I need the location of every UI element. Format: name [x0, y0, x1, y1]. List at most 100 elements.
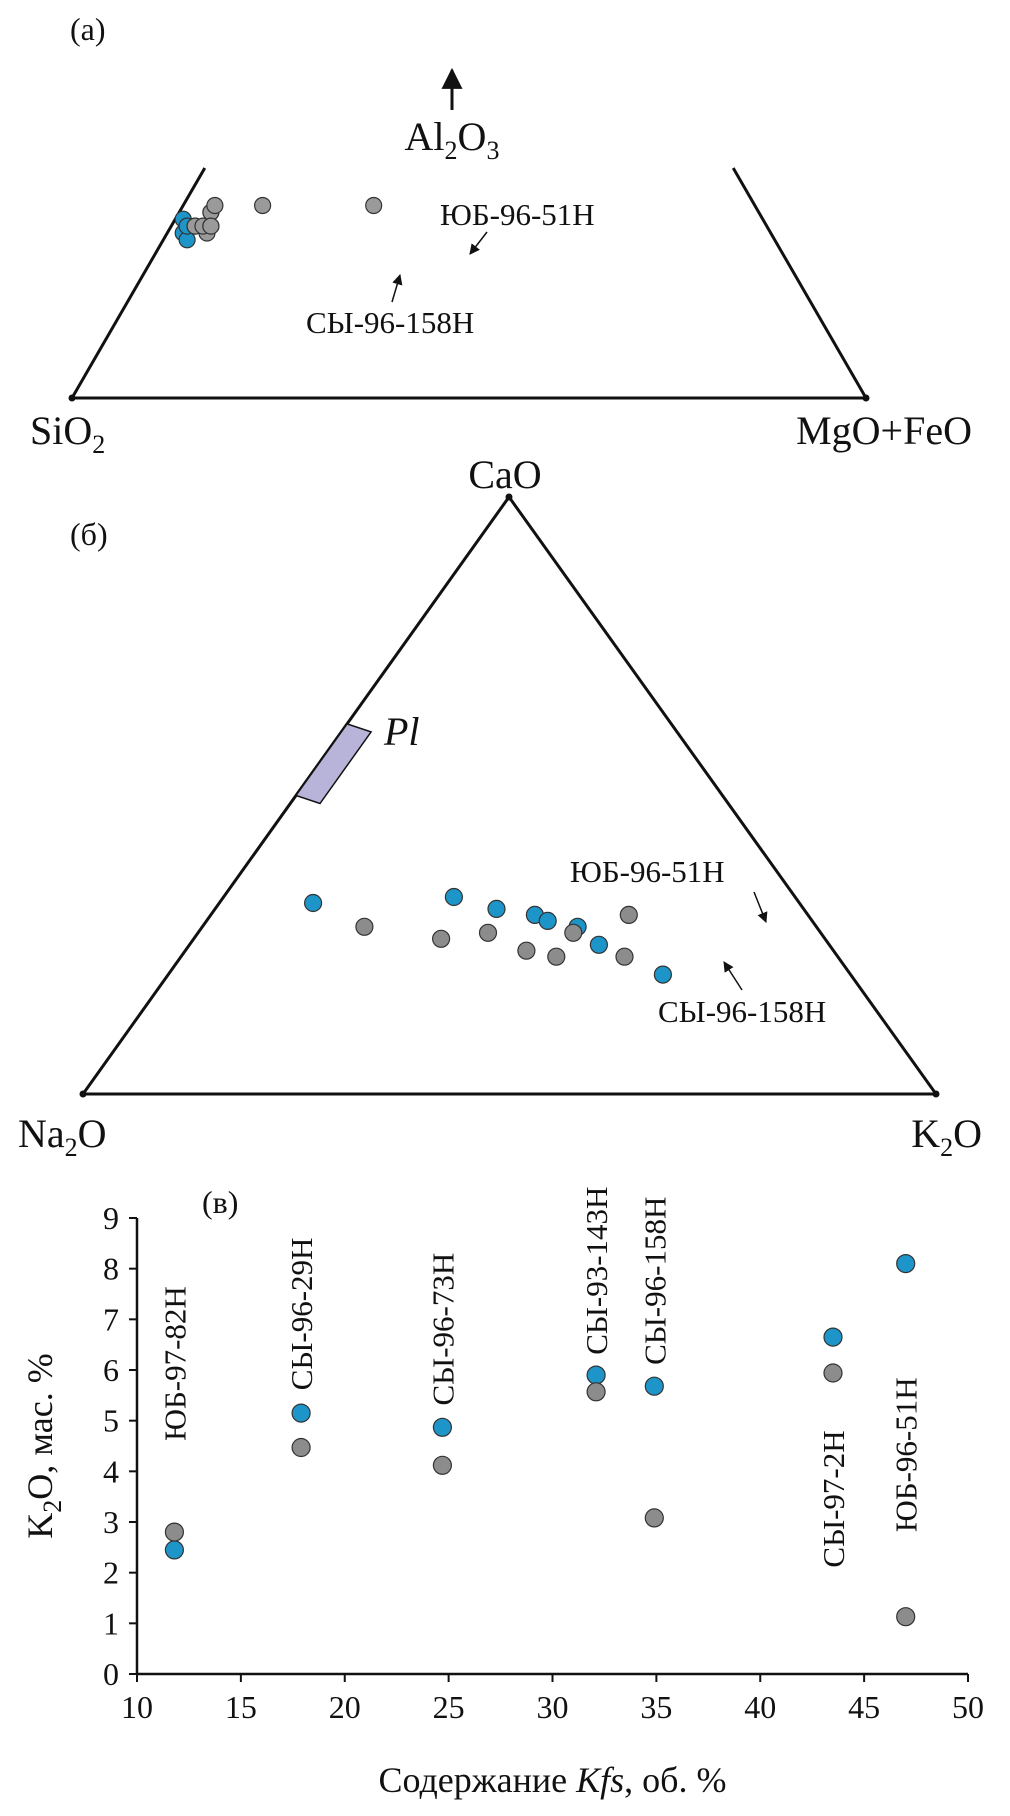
y-tick-label-5: 5 — [103, 1403, 119, 1439]
label-sub: 3 — [486, 136, 499, 165]
label-sub: 2 — [445, 136, 458, 165]
data-point-c-series-1-5 — [823, 1363, 843, 1383]
plagioclase-label: Pl — [383, 709, 420, 754]
data-point-a-series-1-9 — [365, 196, 383, 215]
label-part: O — [953, 1111, 982, 1156]
x-axis-title: Содержание Kfs, об. % — [379, 1760, 727, 1800]
x-tick-label-0: 10 — [121, 1689, 153, 1725]
data-point-c-series-0-5 — [823, 1327, 843, 1347]
panel-label-c: (в) — [202, 1184, 238, 1220]
label-part: K — [911, 1111, 940, 1156]
data-point-b-series-0-1 — [444, 887, 463, 907]
triangle-right-side-a — [731, 167, 868, 399]
data-point-b-series-0-4 — [538, 911, 557, 931]
data-point-c-series-1-3 — [586, 1382, 606, 1402]
data-point-b-series-0-0 — [304, 893, 323, 913]
x-tick-label-6: 40 — [744, 1689, 776, 1725]
x-tick-label-2: 20 — [329, 1689, 361, 1725]
vertex-dot — [79, 1090, 87, 1098]
annotation-label-b-0: ЮБ-96-51Н — [570, 854, 725, 889]
x-tick-label-7: 45 — [848, 1689, 880, 1725]
data-point-b-series-1-7 — [619, 905, 638, 925]
data-point-a-series-1-8 — [254, 196, 272, 215]
vertex-label-left-b: Na2O — [18, 1111, 107, 1162]
data-point-c-series-1-6 — [896, 1607, 916, 1627]
label-sub: 2 — [940, 1133, 953, 1162]
y-tick-label-6: 6 — [103, 1352, 119, 1388]
annotation-label-a-0: ЮБ-96-51Н — [440, 197, 595, 232]
y-tick-label-7: 7 — [103, 1301, 119, 1337]
label-part: O — [78, 1111, 107, 1156]
vertex-dot — [932, 1090, 940, 1098]
data-point-b-series-1-6 — [615, 947, 634, 966]
label-part: K — [20, 1513, 60, 1539]
sample-label-2: СЫ-96-73Н — [425, 1253, 460, 1406]
annotation-label-a-1: СЫ-96-158Н — [306, 305, 474, 340]
panel-label-b: (б) — [70, 516, 108, 552]
vertex-dot — [505, 493, 513, 501]
sample-label-4: СЫ-96-158Н — [637, 1197, 672, 1365]
data-point-a-series-1-7 — [206, 196, 224, 215]
triangle-left-side-a — [70, 167, 207, 399]
label-part: , об. % — [624, 1760, 726, 1800]
y-tick-label-3: 3 — [103, 1504, 119, 1540]
annotation-arrow — [469, 231, 488, 255]
vertex-label-right-a: MgO+FeO — [796, 408, 972, 453]
data-point-c-series-1-1 — [291, 1437, 311, 1458]
sample-label-3: СЫ-93-143Н — [579, 1187, 614, 1355]
data-point-b-series-1-5 — [564, 923, 583, 942]
data-point-c-series-0-6 — [896, 1253, 916, 1274]
data-point-c-series-1-0 — [164, 1522, 184, 1542]
data-point-c-series-0-3 — [586, 1365, 606, 1385]
data-point-b-series-0-2 — [487, 899, 506, 919]
y-tick-label-1: 1 — [103, 1605, 119, 1641]
y-tick-label-4: 4 — [103, 1453, 119, 1489]
x-tick-label-4: 30 — [537, 1689, 569, 1725]
vertex-label-right-b: K2O — [911, 1111, 982, 1162]
vertex-dot — [862, 394, 870, 402]
label-sub: 2 — [65, 1133, 78, 1162]
annotation-arrow — [723, 961, 743, 991]
label-part: O, мас. % — [20, 1353, 60, 1499]
data-point-c-series-0-4 — [644, 1376, 664, 1396]
label-part: Содержание — [379, 1760, 577, 1800]
annotation-arrow — [753, 891, 768, 923]
label-part: Al — [405, 114, 445, 159]
data-point-b-series-1-2 — [478, 923, 498, 942]
annotation-arrow — [391, 273, 403, 303]
vertex-label-top-a: Al2O3 — [405, 114, 500, 165]
y-tick-label-2: 2 — [103, 1555, 119, 1591]
label-sub: 2 — [92, 430, 105, 459]
data-point-b-series-1-0 — [355, 917, 374, 936]
data-point-a-series-1-6 — [202, 217, 220, 235]
vertex-label-left-a: SiO2 — [30, 408, 105, 459]
x-tick-label-1: 15 — [225, 1689, 257, 1725]
sample-label-1: СЫ-96-29Н — [284, 1238, 319, 1391]
sample-label-0: ЮБ-97-82Н — [157, 1286, 192, 1441]
data-point-c-series-1-2 — [432, 1455, 452, 1475]
label-italic: Kfs — [575, 1760, 624, 1800]
y-axis-title: K2O, мас. % — [20, 1353, 67, 1538]
data-point-b-series-1-1 — [432, 929, 451, 948]
data-point-c-series-1-4 — [644, 1508, 664, 1528]
data-point-c-series-0-1 — [291, 1403, 311, 1423]
data-point-c-series-0-2 — [432, 1417, 452, 1437]
vertex-dot — [68, 394, 76, 402]
y-tick-label-8: 8 — [103, 1251, 119, 1287]
label-part: O — [458, 114, 487, 159]
y-tick-label-9: 9 — [103, 1200, 119, 1236]
sample-label-5: СЫ-97-2Н — [816, 1430, 851, 1567]
y-tick-label-0: 0 — [103, 1656, 119, 1692]
plagioclase-region — [294, 723, 373, 805]
vertex-label-top-b: CaO — [468, 452, 541, 497]
label-sub: 2 — [38, 1500, 67, 1513]
sample-label-6: ЮБ-96-51Н — [889, 1377, 924, 1532]
data-point-b-series-1-3 — [517, 941, 536, 960]
x-tick-label-8: 50 — [952, 1689, 984, 1725]
data-point-c-series-0-0 — [164, 1540, 184, 1560]
